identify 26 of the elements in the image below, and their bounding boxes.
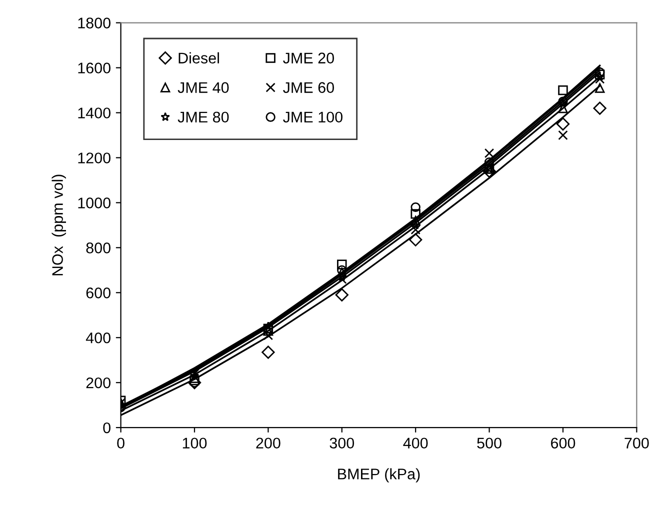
y-tick-label: 1800 bbox=[78, 18, 110, 28]
x-tick-label: 600 bbox=[551, 438, 576, 449]
x-tick-label: 200 bbox=[256, 438, 280, 449]
x-tick-label: 300 bbox=[330, 438, 354, 449]
y-tick-label: 800 bbox=[86, 242, 110, 254]
y-tick-label: 0 bbox=[103, 422, 110, 434]
y-tick-label: 200 bbox=[86, 377, 110, 388]
legend-label: JME 80 bbox=[178, 112, 229, 123]
y-tick-label: 1600 bbox=[78, 62, 110, 74]
legend-label: Diesel bbox=[178, 52, 219, 64]
legend-label: JME 20 bbox=[283, 52, 334, 64]
legend-label: JME 100 bbox=[283, 112, 342, 123]
x-tick-label: 0 bbox=[117, 438, 124, 449]
x-tick-label: 700 bbox=[624, 438, 649, 449]
y-tick-label: 1000 bbox=[78, 198, 110, 208]
y-tick-label: 1200 bbox=[78, 152, 110, 164]
x-axis-title: BMEP (kPa) bbox=[338, 468, 420, 482]
legend-label: JME 60 bbox=[283, 82, 334, 93]
legend-label: JME 40 bbox=[178, 82, 229, 93]
y-axis-title: NOx (ppm vol) bbox=[52, 174, 66, 276]
x-tick-label: 500 bbox=[477, 438, 502, 449]
x-tick-label: 400 bbox=[403, 438, 428, 449]
y-tick-label: 1400 bbox=[78, 108, 110, 118]
y-tick-label: 400 bbox=[86, 332, 110, 344]
y-tick-label: 600 bbox=[86, 288, 110, 298]
x-tick-label: 100 bbox=[182, 438, 207, 449]
